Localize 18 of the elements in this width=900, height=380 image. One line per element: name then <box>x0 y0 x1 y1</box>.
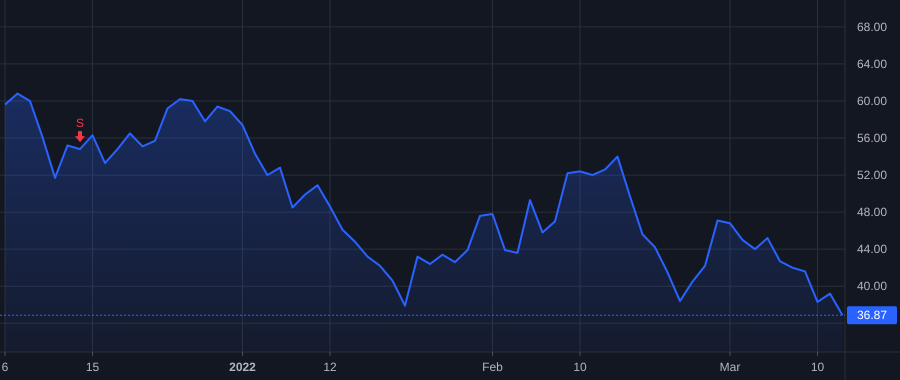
x-tick-label: 15 <box>86 360 100 374</box>
x-tick-label: 10 <box>573 360 587 374</box>
x-tick-label: 2022 <box>229 360 256 374</box>
y-tick-label: 56.00 <box>856 131 888 146</box>
ref-line-label: 36.87 <box>856 308 888 322</box>
x-tick-label: 10 <box>810 360 824 374</box>
y-tick-label: 48.00 <box>856 205 888 220</box>
x-tick-label: 12 <box>323 360 337 374</box>
y-tick-label: 60.00 <box>856 94 888 108</box>
y-tick-label: 64.00 <box>856 56 888 71</box>
x-tick-label: Feb <box>482 360 504 374</box>
annotation: S <box>76 116 84 130</box>
y-tick-label: 44.00 <box>856 242 888 256</box>
y-tick-label: 52.00 <box>856 168 888 182</box>
x-tick-label: Mar <box>720 360 740 374</box>
y-tick-label: 40.00 <box>856 279 888 294</box>
y-tick-label: 68.00 <box>856 20 888 34</box>
x-tick-label: 6 <box>2 360 9 374</box>
